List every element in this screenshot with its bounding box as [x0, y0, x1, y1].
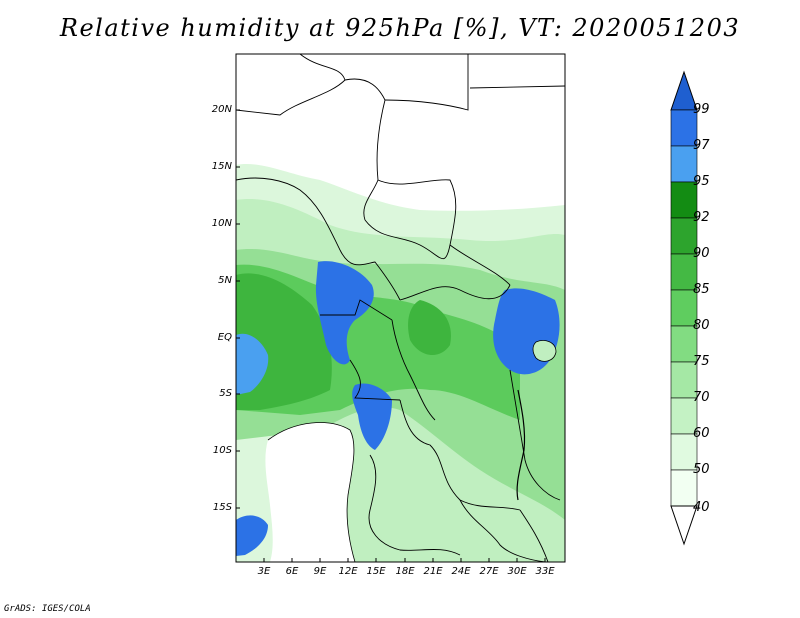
- colorbar-segment-50: [670, 433, 698, 471]
- humidity-field-95-west: [315, 261, 374, 365]
- colorbar: [670, 70, 698, 546]
- grads-credit: GrADS: IGES/COLA: [4, 604, 91, 614]
- lon-label-6e: 6E: [285, 566, 299, 577]
- lat-label-15n: 15N: [211, 161, 232, 172]
- colorbar-segment-85: [670, 253, 698, 291]
- map-title: Relative humidity at 925hPa [%], VT: 202…: [59, 14, 741, 42]
- lon-label-18e: 18E: [395, 566, 415, 577]
- lat-label-15s: 15S: [212, 502, 232, 513]
- humidity-field-90: [408, 300, 451, 356]
- ocean-coastline: [267, 422, 356, 562]
- colorbar-label-95: 95: [693, 174, 710, 189]
- lon-label-9e: 9E: [313, 566, 327, 577]
- lake-victoria: [532, 340, 557, 362]
- lat-label-10n: 10N: [211, 218, 232, 229]
- colorbar-bottom-arrow: [670, 505, 698, 546]
- colorbar-segment-80: [670, 289, 698, 327]
- lat-label-20n: 20N: [211, 104, 232, 115]
- lon-label-15e: 15E: [366, 566, 386, 577]
- colorbar-label-97: 97: [693, 138, 710, 153]
- country-borders: [236, 54, 565, 562]
- lon-label-21e: 21E: [423, 566, 443, 577]
- lon-label-3e: 3E: [257, 566, 271, 577]
- lon-label-33e: 33E: [535, 566, 555, 577]
- humidity-field-95-coast: [236, 333, 269, 395]
- lat-label-eq: EQ: [217, 332, 232, 343]
- colorbar-label-50: 50: [693, 462, 710, 477]
- axis-ticks: [236, 109, 546, 562]
- colorbar-label-80: 80: [693, 318, 710, 333]
- colorbar-label-40: 40: [693, 500, 710, 515]
- lon-label-27e: 27E: [479, 566, 499, 577]
- lon-label-30e: 30E: [507, 566, 527, 577]
- lat-label-5s: 5S: [219, 388, 232, 399]
- colorbar-segment-75: [670, 325, 698, 363]
- colorbar-segment-40: [670, 469, 698, 507]
- colorbar-label-60: 60: [693, 426, 710, 441]
- colorbar-label-75: 75: [693, 354, 710, 369]
- lon-label-12e: 12E: [338, 566, 358, 577]
- colorbar-segment-60: [670, 397, 698, 435]
- humidity-field-95-congo: [352, 383, 392, 450]
- map-frame: [235, 53, 566, 563]
- lat-label-5n: 5N: [218, 275, 232, 286]
- colorbar-label-90: 90: [693, 246, 710, 261]
- lat-label-10s: 10S: [212, 445, 232, 456]
- humidity-field-95-sw: [236, 515, 268, 556]
- colorbar-label-70: 70: [693, 390, 710, 405]
- colorbar-label-85: 85: [693, 282, 710, 297]
- colorbar-segment-92: [670, 181, 698, 219]
- colorbar-label-99: 99: [693, 102, 710, 117]
- rift-lakes: [516, 389, 526, 501]
- colorbar-label-92: 92: [693, 210, 710, 225]
- south-atlantic-ocean: [265, 422, 355, 562]
- lon-label-24e: 24E: [451, 566, 471, 577]
- colorbar-segment-90: [670, 217, 698, 255]
